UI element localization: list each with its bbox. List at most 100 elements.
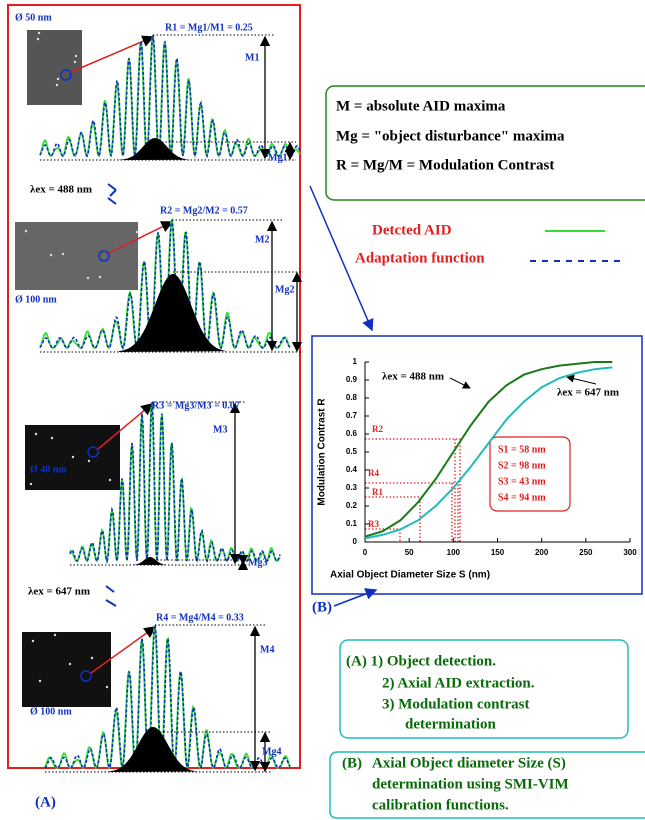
spot bbox=[31, 639, 35, 643]
r-label: R1 bbox=[372, 487, 383, 497]
selection-circle bbox=[87, 446, 99, 458]
spot bbox=[36, 37, 40, 41]
step-text: (A) 1) Object detection. bbox=[346, 653, 496, 669]
x-tick-label: 0 bbox=[363, 548, 368, 557]
mg-label: Mg3 bbox=[248, 557, 267, 568]
step-box bbox=[339, 639, 629, 739]
y-tick-label: 0.7 bbox=[346, 411, 358, 420]
adaptation-function bbox=[44, 624, 291, 769]
object-disturbance bbox=[132, 557, 168, 565]
spot bbox=[71, 455, 75, 459]
mg-label: Mg2 bbox=[275, 284, 294, 295]
pointer bbox=[97, 403, 154, 450]
spot bbox=[61, 252, 65, 256]
ratio-label: R1 = Mg1/M1 = 0.25 bbox=[165, 22, 253, 33]
object-disturbance bbox=[119, 274, 227, 352]
object-disturbance bbox=[119, 138, 191, 160]
pointer bbox=[90, 626, 157, 674]
definition: Mg = "object disturbance" maxima bbox=[336, 128, 565, 144]
step-text: (B) bbox=[342, 755, 362, 771]
x-tick-label: 150 bbox=[491, 548, 505, 557]
spot bbox=[68, 662, 72, 666]
step-box bbox=[329, 751, 645, 819]
x-tick-label: 100 bbox=[447, 548, 461, 557]
spot bbox=[34, 432, 38, 436]
size-label: Ø 50 nm bbox=[15, 12, 52, 23]
y-tick-label: 0.2 bbox=[346, 501, 358, 510]
spot bbox=[29, 482, 33, 486]
spot bbox=[53, 633, 57, 637]
y-tick-label: 0.5 bbox=[346, 447, 358, 456]
panel-a-label: (A) bbox=[35, 794, 56, 810]
legend-label: Detcted AID bbox=[372, 222, 452, 238]
x-tick-label: 250 bbox=[579, 548, 593, 557]
spot bbox=[86, 276, 90, 280]
mg-label: Mg1 bbox=[268, 152, 287, 163]
series-line bbox=[364, 366, 613, 540]
r-label: R3 bbox=[368, 519, 379, 529]
r-label: R2 bbox=[372, 424, 383, 434]
arrow bbox=[333, 588, 378, 607]
s-label: S4 = 94 nm bbox=[498, 492, 546, 503]
s-label: S1 = 58 nm bbox=[498, 444, 546, 455]
step-text: 2) Axial AID extraction. bbox=[382, 675, 535, 691]
definition: R = Mg/M = Modulation Contrast bbox=[336, 157, 554, 173]
step-text: determination bbox=[405, 716, 496, 732]
step-text: 3) Modulation contrast bbox=[382, 696, 530, 712]
arrow bbox=[449, 377, 471, 389]
y-tick-label: 0 bbox=[353, 537, 358, 546]
y-tick-label: 1 bbox=[353, 357, 358, 366]
spot bbox=[56, 77, 60, 81]
spot bbox=[135, 230, 139, 234]
r-label: R4 bbox=[368, 468, 379, 478]
y-tick-label: 0.4 bbox=[346, 465, 358, 474]
selection-circle bbox=[98, 250, 110, 262]
legend-label: Adaptation function bbox=[355, 250, 485, 266]
spot bbox=[90, 656, 94, 660]
pointer bbox=[108, 221, 174, 254]
size-label: Ø 100 nm bbox=[15, 294, 57, 305]
spot bbox=[87, 459, 91, 463]
selection-circle bbox=[60, 69, 72, 81]
x-axis-title: Axial Object Diameter Size S (nm) bbox=[330, 570, 490, 581]
arrow bbox=[107, 183, 117, 205]
chart-frame bbox=[311, 335, 643, 595]
spot bbox=[108, 478, 112, 482]
s-label: S3 = 43 nm bbox=[498, 476, 546, 487]
y-tick-label: 0.6 bbox=[346, 429, 358, 438]
m-label: M4 bbox=[260, 644, 274, 655]
spot bbox=[49, 253, 53, 257]
definition: M = absolute AID maxima bbox=[336, 98, 506, 114]
series-label: λex = 488 nm bbox=[382, 371, 444, 383]
step-text: calibration functions. bbox=[372, 797, 509, 813]
chart-label: (B) bbox=[312, 599, 332, 615]
spot bbox=[105, 685, 109, 689]
ratio-label: R3 = Mg3/M3 = 0.07 bbox=[152, 400, 240, 411]
ratio-label: R4 = Mg4/M4 = 0.33 bbox=[156, 612, 244, 623]
step-text: Axial Object diameter Size (S) bbox=[372, 755, 566, 771]
m-label: M1 bbox=[245, 52, 259, 63]
s-box bbox=[489, 436, 571, 512]
mg-label: Mg4 bbox=[262, 746, 281, 757]
excitation-label: λex = 488 nm bbox=[30, 184, 92, 196]
selection-circle bbox=[80, 670, 92, 682]
microscope-image bbox=[27, 30, 82, 105]
spot bbox=[24, 229, 28, 233]
pointer bbox=[70, 35, 155, 73]
spot bbox=[50, 436, 54, 440]
y-tick-label: 0.9 bbox=[346, 375, 358, 384]
spot bbox=[98, 275, 102, 279]
x-tick-label: 200 bbox=[535, 548, 549, 557]
excitation-label: λex = 647 nm bbox=[28, 586, 90, 598]
m-label: M2 bbox=[255, 234, 269, 245]
s-label: S2 = 98 nm bbox=[498, 460, 546, 471]
series-label: λex = 647 nm bbox=[557, 387, 619, 399]
spot bbox=[73, 60, 77, 64]
spot bbox=[37, 31, 41, 35]
spot bbox=[74, 54, 78, 58]
y-axis-title: Modulation Contrast R bbox=[317, 398, 328, 506]
y-tick-label: 0.3 bbox=[346, 483, 358, 492]
arrow bbox=[566, 374, 597, 385]
adaptation-function bbox=[39, 219, 291, 351]
